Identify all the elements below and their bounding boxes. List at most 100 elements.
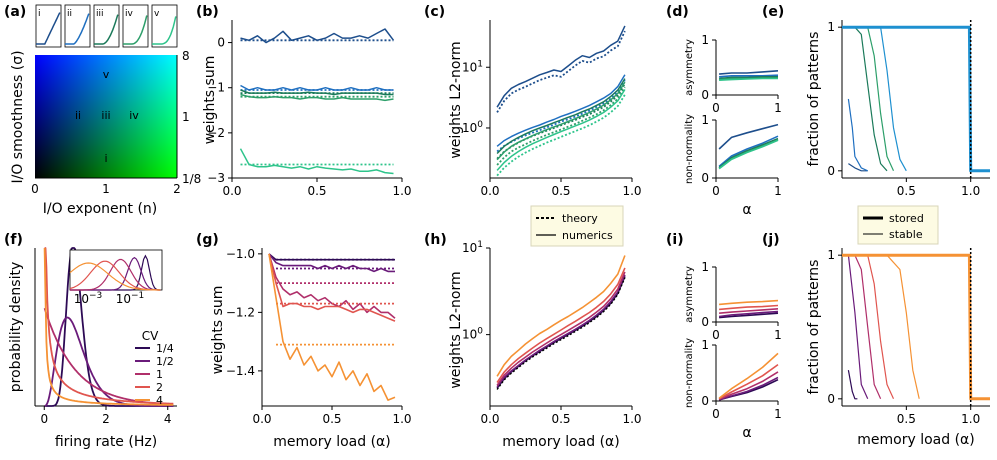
panel-h-ytick-label: 101 — [462, 240, 483, 255]
series-line-ii — [718, 135, 779, 168]
panel-i-top-xtick-label: 0 — [712, 328, 720, 342]
series-line-1 — [718, 371, 779, 401]
panel-h-xtick-label: 1.0 — [622, 412, 641, 426]
heatmap-x-label: I/O exponent (n) — [43, 201, 158, 217]
legend-box-2 — [857, 205, 939, 245]
stable-line-1/2 — [847, 255, 869, 400]
panel-d-bottom-ytick-label: 0 — [701, 171, 709, 185]
legend-cv-label-1/4: 1/4 — [156, 342, 174, 355]
stable-line-4 — [874, 254, 920, 399]
inset-xtick-label: 10−3 — [74, 291, 103, 306]
legend-stable-label: stable — [889, 228, 923, 241]
legend-cv-label-4: 4 — [156, 394, 163, 407]
legend-theory-numerics: theory numerics — [530, 205, 624, 247]
panel-j-xtick-label: 0.5 — [897, 412, 916, 426]
panel-d-bottom-xtick-label: 0 — [712, 184, 720, 198]
legend-stored-stable: stored stable — [857, 205, 939, 245]
panel-label-b: (b) — [196, 4, 219, 20]
io-inset-frame — [35, 4, 62, 48]
panel-i-bottom-xtick-label: 1 — [774, 407, 782, 421]
panel-e-xtick-label: 0.5 — [897, 184, 916, 198]
legend-numerics-label: numerics — [562, 229, 613, 242]
heatmap-marker-ii: ii — [75, 109, 81, 122]
panel-b-xtick-label: 1.0 — [392, 184, 411, 198]
io-insets: i ii iii iv v — [35, 4, 178, 48]
panel-i-top-ytick-label: 0 — [701, 315, 709, 329]
legend-cv-label-1/2: 1/2 — [156, 355, 174, 368]
series-line-1/4 — [719, 312, 779, 319]
theory-line-iii — [496, 83, 626, 160]
panel-e-ytick-label: 0 — [827, 164, 835, 178]
inset-curve-4 — [69, 262, 161, 291]
series-line-iii — [496, 78, 626, 155]
series-line-2 — [718, 363, 779, 400]
series-line-i — [719, 70, 779, 75]
panel-b-ytick-label: −3 — [207, 171, 225, 185]
legend-stored-label: stored — [889, 212, 924, 225]
heatmap-marker-i: i — [104, 152, 107, 165]
panel-b-y-label: weights sum — [202, 56, 218, 145]
heatmap-xtick-1: 1 — [102, 182, 110, 196]
panel-a: i ii iii iv v 8 1 1/8 0 1 2 I/O exponent… — [10, 4, 201, 217]
panel-g-xtick-label: 1.0 — [392, 412, 411, 426]
panel-g-ytick-label: −1.0 — [226, 247, 255, 261]
panel-d-top-xtick-label: 1 — [774, 101, 782, 115]
panel-i-bottom-y-label: non-normality — [684, 338, 695, 408]
panel-f-y-label: probability density — [8, 262, 24, 392]
panel-i-bottom-ytick-label: 0 — [701, 394, 709, 408]
series-line-v — [496, 89, 626, 171]
heatmap-marker-iii: iii — [101, 109, 110, 122]
panel-g-x-label: memory load (α) — [273, 434, 390, 450]
theory-line-i — [496, 30, 626, 113]
panel-label-h: (h) — [424, 232, 447, 248]
heatmap-xtick-2: 2 — [173, 182, 181, 196]
heatmap-blue-layer — [35, 55, 177, 178]
heatmap-xtick-0: 0 — [31, 182, 39, 196]
panel-d-top-y-label: asymmetry — [684, 39, 695, 96]
io-inset-curve-v — [152, 16, 177, 45]
io-inset-curve-iii — [94, 14, 119, 45]
panel-f-x-label: firing rate (Hz) — [55, 434, 157, 450]
io-inset-label-i: i — [38, 9, 41, 19]
stable-line-iii — [854, 26, 888, 172]
legend-cv-label-2: 2 — [156, 381, 163, 394]
panel-e-xtick-label: 1.0 — [961, 184, 980, 198]
series-line-v — [718, 139, 779, 170]
heatmap-marker-v: v — [103, 68, 110, 81]
panel-g-xtick-label: 0.0 — [252, 412, 271, 426]
stable-line-i — [848, 163, 868, 172]
panel-d-bottom-y-label: non-normality — [684, 114, 695, 184]
panel-label-d: (d) — [666, 4, 689, 20]
series-line-iii — [719, 76, 778, 80]
panel-d-top-xtick-label: 0 — [712, 101, 720, 115]
io-inset-label-iii: iii — [96, 9, 104, 19]
series-line-1/2 — [718, 310, 779, 318]
panel-c-xtick-label: 0.0 — [480, 184, 499, 198]
panel-label-c: (c) — [424, 4, 445, 20]
panel-b-ytick-label: −1 — [207, 81, 225, 95]
panel-c-ytick-label: 101 — [462, 59, 483, 74]
panel-label-a: (a) — [4, 4, 26, 20]
panel-d-bottom-x-label: α — [742, 202, 751, 218]
series-line-2 — [719, 304, 779, 311]
legend-cv-title: CV — [142, 329, 159, 343]
series-line-1/2 — [718, 376, 779, 401]
series-line-v — [719, 77, 778, 81]
panel-j-xtick-label: 1.0 — [961, 412, 980, 426]
stable-line-2 — [861, 254, 895, 400]
panel-i-top-xtick-label: 1 — [774, 328, 782, 342]
series-line-4 — [719, 299, 779, 306]
panel-g-y-label: weights sum — [210, 286, 226, 375]
inset-curve-1 — [70, 258, 161, 291]
series-line-i — [718, 123, 779, 150]
panel-label-f: (f) — [4, 232, 23, 248]
panel-c-xtick-label: 1.0 — [622, 184, 641, 198]
stored-line — [842, 253, 990, 401]
panel-h-xtick-label: 0.0 — [480, 412, 499, 426]
stable-line-1 — [854, 254, 882, 400]
heatmap-marker-iv: iv — [129, 109, 139, 122]
panel-h-y-label: weights L2-norm — [448, 271, 464, 388]
heatmap-ytick-1: 1 — [182, 110, 190, 124]
panel-i-bottom-xtick-label: 0 — [712, 407, 720, 421]
